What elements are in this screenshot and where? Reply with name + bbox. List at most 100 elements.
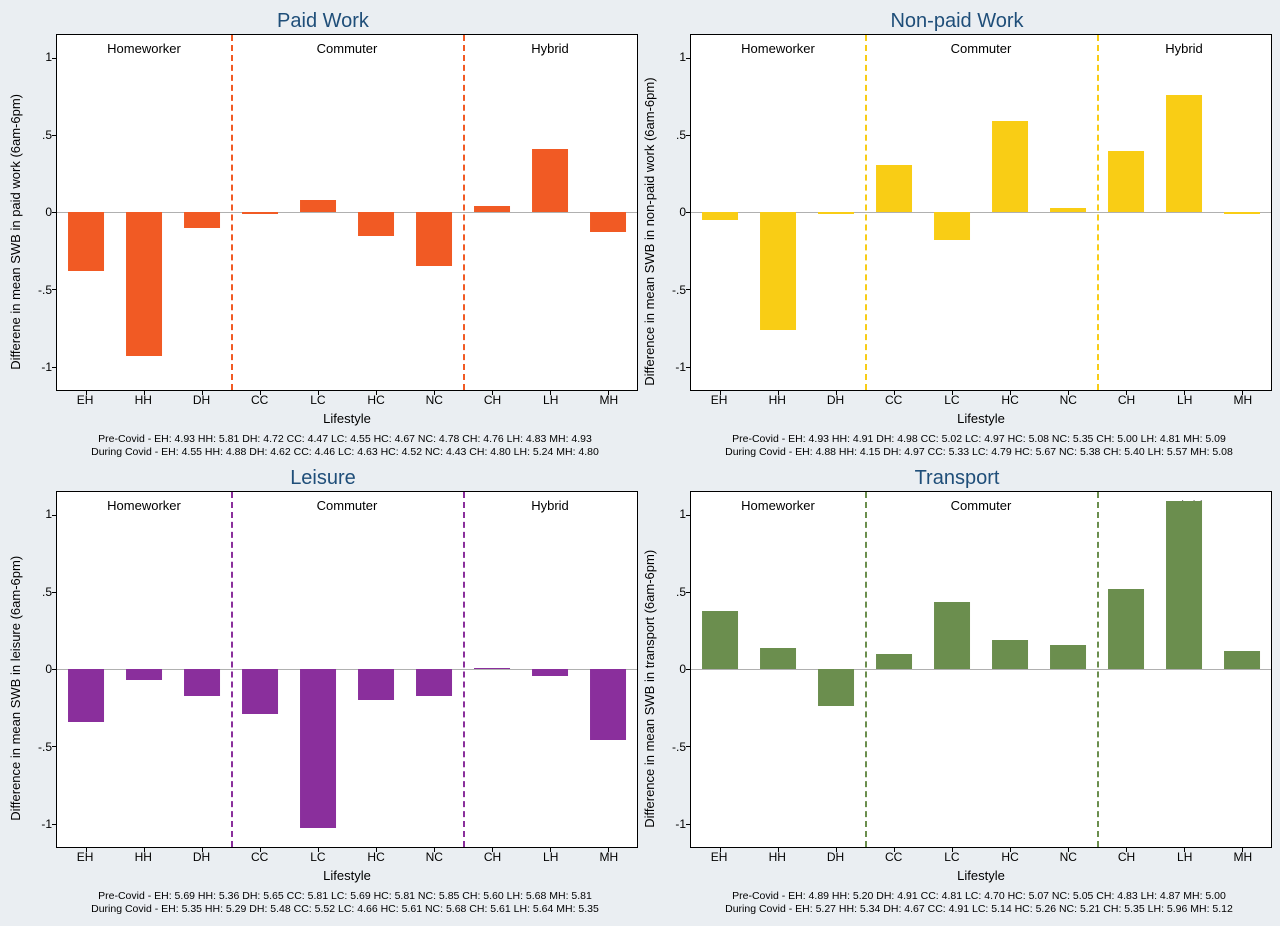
y-tick-label: 1 <box>679 50 686 64</box>
y-tick-label: -.5 <box>672 283 686 297</box>
group-divider <box>1097 492 1099 847</box>
bar <box>1166 501 1202 669</box>
bar <box>300 200 336 212</box>
x-tick-label: DH <box>193 393 210 407</box>
x-tick-label: CC <box>885 393 902 407</box>
group-label: Commuter <box>951 498 1012 513</box>
group-label: Homeworker <box>107 41 181 56</box>
bar <box>184 669 220 695</box>
group-divider <box>463 35 465 390</box>
bar <box>590 212 626 232</box>
x-axis-label: Lifestyle <box>690 411 1272 429</box>
x-tick-label: LH <box>543 393 558 407</box>
x-tick-label: HC <box>367 393 384 407</box>
bar <box>474 668 510 670</box>
x-tick-label: EH <box>711 393 728 407</box>
panel-title: Transport <box>642 465 1272 491</box>
y-tick-label: .5 <box>42 128 52 142</box>
caption: Pre-Covid - EH: 5.69 HH: 5.36 DH: 5.65 C… <box>54 886 638 918</box>
x-ticks: EHHHDHCCLCHCNCCHLHMH <box>56 391 638 411</box>
group-divider <box>463 492 465 847</box>
group-label: Hybrid <box>1165 41 1203 56</box>
y-tick-label: 1 <box>45 50 52 64</box>
x-axis-label: Lifestyle <box>56 868 638 886</box>
x-tick-label: LC <box>944 850 959 864</box>
y-tick-label: 1 <box>45 507 52 521</box>
bar <box>992 640 1028 669</box>
x-ticks: EHHHDHCCLCHCNCCHLHMH <box>690 848 1272 868</box>
bar <box>532 669 568 675</box>
x-tick-label: HH <box>135 850 152 864</box>
x-tick-label: NC <box>426 393 443 407</box>
x-tick-label: MH <box>600 850 619 864</box>
bar <box>818 669 854 706</box>
bar <box>68 669 104 721</box>
bar <box>934 212 970 240</box>
chart-wrap: Differene in mean SWB in paid work (6am-… <box>8 34 638 429</box>
x-tick-label: CC <box>251 393 268 407</box>
caption: Pre-Covid - EH: 4.93 HH: 5.81 DH: 4.72 C… <box>54 429 638 461</box>
y-tick-label: 0 <box>679 205 686 219</box>
y-tickmark <box>52 367 57 368</box>
x-tick-label: EH <box>77 850 94 864</box>
y-axis-label: Difference in mean SWB in leisure (6am-6… <box>8 491 26 886</box>
x-axis-label: Lifestyle <box>690 868 1272 886</box>
y-tick-label: .5 <box>676 128 686 142</box>
x-tick-label: DH <box>827 850 844 864</box>
chart-body: -1-.50.51HomeworkerCommuterHybridEHHHDHC… <box>660 491 1272 886</box>
x-tick-label: DH <box>827 393 844 407</box>
x-tick-label: LC <box>310 393 325 407</box>
x-tick-label: EH <box>77 393 94 407</box>
y-tick-label: -.5 <box>38 740 52 754</box>
y-axis-label: Difference in mean SWB in transport (6am… <box>642 491 660 886</box>
y-tickmark <box>52 746 57 747</box>
y-tickmark <box>52 135 57 136</box>
caption-during: During Covid - EH: 4.55 HH: 4.88 DH: 4.6… <box>54 446 636 459</box>
bar <box>416 669 452 695</box>
bar <box>416 212 452 266</box>
group-divider <box>865 35 867 390</box>
y-tick-label: -1 <box>675 360 686 374</box>
bar <box>300 669 336 828</box>
bar <box>474 206 510 212</box>
caption-during: During Covid - EH: 4.88 HH: 4.15 DH: 4.9… <box>688 446 1270 459</box>
x-tick-label: NC <box>1060 393 1077 407</box>
x-tick-label: CC <box>885 850 902 864</box>
bar <box>934 602 970 670</box>
bar <box>992 121 1028 212</box>
x-tick-label: CH <box>484 393 501 407</box>
panel-leisure: LeisureDifference in mean SWB in leisure… <box>8 465 638 918</box>
panel-title: Paid Work <box>8 8 638 34</box>
bar <box>1108 151 1144 213</box>
chart-wrap: Difference in mean SWB in leisure (6am-6… <box>8 491 638 886</box>
bar <box>818 212 854 214</box>
group-divider <box>231 492 233 847</box>
y-tick-label: .5 <box>42 585 52 599</box>
caption-during: During Covid - EH: 5.27 HH: 5.34 DH: 4.6… <box>688 903 1270 916</box>
bar <box>242 212 278 214</box>
group-label: Homeworker <box>107 498 181 513</box>
bar <box>702 611 738 670</box>
x-tick-label: CH <box>484 850 501 864</box>
chart-wrap: Difference in mean SWB in transport (6am… <box>642 491 1272 886</box>
x-tick-label: LC <box>310 850 325 864</box>
caption-pre: Pre-Covid - EH: 4.93 HH: 5.81 DH: 4.72 C… <box>54 433 636 446</box>
y-tickmark <box>686 135 691 136</box>
y-tick-label: .5 <box>676 585 686 599</box>
plot-area: HomeworkerCommuterHybrid <box>56 491 638 848</box>
y-tickmark <box>52 824 57 825</box>
panel-title: Non-paid Work <box>642 8 1272 34</box>
bar <box>1108 589 1144 669</box>
x-tick-label: NC <box>1060 850 1077 864</box>
group-label: Homeworker <box>741 41 815 56</box>
y-tickmark <box>686 289 691 290</box>
group-label: Hybrid <box>531 498 569 513</box>
y-tickmark <box>52 592 57 593</box>
plot-row: -1-.50.51HomeworkerCommuterHybrid <box>26 491 638 848</box>
zero-line <box>691 669 1271 670</box>
x-tick-label: LC <box>944 393 959 407</box>
x-tick-label: CH <box>1118 393 1135 407</box>
caption-pre: Pre-Covid - EH: 4.89 HH: 5.20 DH: 4.91 C… <box>688 890 1270 903</box>
y-tickmark <box>52 58 57 59</box>
x-tick-label: EH <box>711 850 728 864</box>
